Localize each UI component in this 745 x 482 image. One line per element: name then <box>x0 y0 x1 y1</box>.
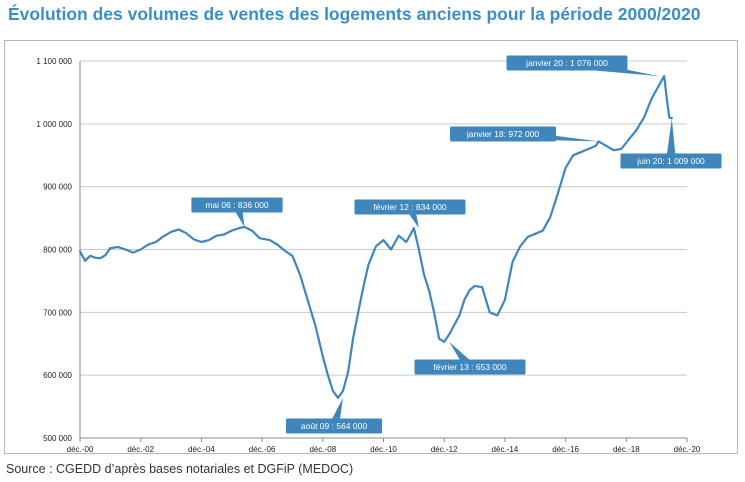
callout-box <box>449 126 557 142</box>
callout-pointer <box>666 118 676 162</box>
x-tick-label: déc.-14 <box>492 445 519 454</box>
x-tick-label: déc.-20 <box>674 445 701 454</box>
y-tick-label: 700 000 <box>43 308 72 317</box>
annotation-callout: février 12 : 834 000 <box>354 199 466 229</box>
y-tick-label: 600 000 <box>43 371 72 380</box>
annotation-callouts: mai 06 : 836 000 août 09 : 564 000 février… <box>191 55 722 434</box>
y-tick-label: 1 000 000 <box>36 120 72 129</box>
y-axis-ticks: 500 000 600 000 700 000 800 000 900 000 1 000… <box>36 57 72 443</box>
source-note: Source : CGEDD d’après bases notariales … <box>6 462 354 476</box>
x-axis-ticks: déc.-00 déc.-02 déc.-04 déc.-06 déc.-08 déc.-… <box>67 438 701 454</box>
callout-label: février 13 : 653 000 <box>433 362 507 372</box>
callout-label: janvier 20 : 1 076 000 <box>525 58 608 68</box>
callout-box <box>620 153 722 169</box>
x-tick-label: déc.-10 <box>370 445 397 454</box>
x-tick-label: déc.-04 <box>188 445 215 454</box>
chart-title: Évolution des volumes de ventes des loge… <box>8 4 701 24</box>
callout-label: juin 20: 1 009 000 <box>636 156 705 166</box>
y-tick-label: 1 100 000 <box>36 57 72 66</box>
annotation-callout: juin 20: 1 009 000 <box>620 118 722 169</box>
line-chart: 500 000 600 000 700 000 800 000 900 000 1 000… <box>36 55 722 454</box>
series-group <box>78 74 673 399</box>
callout-box <box>354 199 466 215</box>
annotation-callout: août 09 : 564 000 <box>285 397 383 434</box>
callout-label: février 12 : 834 000 <box>373 202 447 212</box>
x-tick-label: déc.-02 <box>127 445 154 454</box>
x-tick-label: déc.-08 <box>309 445 336 454</box>
annotation-callout: janvier 18: 972 000 <box>449 126 599 142</box>
x-tick-label: déc.-06 <box>249 445 276 454</box>
y-tick-label: 900 000 <box>43 183 72 192</box>
x-tick-label: déc.-00 <box>67 445 94 454</box>
callout-box <box>191 197 283 213</box>
y-tick-label: 500 000 <box>43 434 72 443</box>
annotation-callout: janvier 20 : 1 076 000 <box>506 55 660 77</box>
annotation-callout: février 13 : 653 000 <box>414 341 526 375</box>
chart-frame: 500 000 600 000 700 000 800 000 900 000 1 000… <box>4 40 738 454</box>
callout-box <box>506 55 628 71</box>
y-tick-label: 800 000 <box>43 246 72 255</box>
series-line <box>78 74 673 399</box>
callout-label: janvier 18: 972 000 <box>466 129 540 139</box>
annotation-callout: mai 06 : 836 000 <box>191 197 283 227</box>
grid-lines <box>80 60 687 439</box>
axes <box>79 61 687 439</box>
x-tick-label: déc.-18 <box>613 445 640 454</box>
callout-label: mai 06 : 836 000 <box>205 200 269 210</box>
callout-box <box>285 418 383 434</box>
x-tick-label: déc.-16 <box>552 445 579 454</box>
callout-label: août 09 : 564 000 <box>301 421 367 431</box>
callout-box <box>414 359 526 375</box>
x-tick-label: déc.-12 <box>431 445 458 454</box>
